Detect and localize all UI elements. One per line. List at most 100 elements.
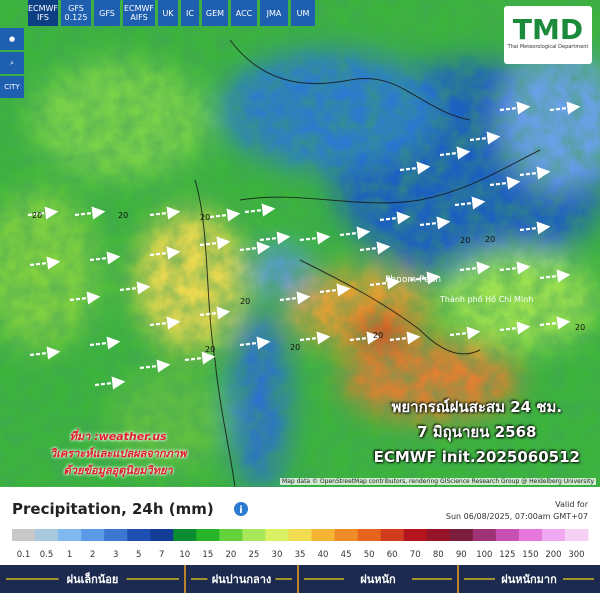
contour-label: 20	[200, 213, 210, 222]
model-button[interactable]: JMA	[260, 0, 288, 26]
model-button[interactable]: UK	[158, 0, 178, 26]
scale-swatch	[219, 529, 243, 541]
scale-label: 0.5	[40, 550, 54, 560]
side-tools: ● ⌕ CITY	[0, 28, 24, 100]
wind-arrow	[319, 283, 351, 297]
scale-swatch	[81, 529, 105, 541]
scale-label: 40	[318, 550, 329, 560]
wind-arrow	[539, 269, 571, 283]
contour-label: 20	[575, 323, 585, 332]
wind-arrow	[454, 196, 486, 210]
model-button[interactable]: ECMWF AIFS	[123, 0, 155, 26]
scale-label: 30	[272, 550, 283, 560]
model-button[interactable]: GFS 0.125	[61, 0, 91, 26]
wind-arrow	[409, 271, 441, 285]
label-bg	[207, 570, 276, 588]
logo-subtitle: Thai Meteorological Department	[507, 44, 589, 50]
model-button[interactable]: ACC	[231, 0, 257, 26]
wind-arrow	[499, 321, 531, 335]
scale-swatch	[403, 529, 428, 541]
wind-arrow	[139, 359, 171, 373]
map: 20 20 20 20 20 20 20 20 20 20 Phnom Penh Thành ph…	[0, 0, 600, 487]
wind-arrow	[239, 336, 271, 350]
wind-arrow	[489, 176, 521, 190]
model-button[interactable]: GEM	[202, 0, 228, 26]
scale-swatch	[495, 529, 520, 541]
scale-swatch	[449, 529, 474, 541]
scale-label: 25	[249, 550, 260, 560]
label-bg	[344, 570, 412, 588]
title-line: ECMWF init.2025060512	[373, 448, 580, 466]
label-bg	[58, 570, 127, 588]
wind-arrow	[519, 166, 551, 180]
category-label: ฝนปานกลาง	[212, 573, 272, 586]
category-label: ฝนหนักมาก	[501, 573, 557, 586]
info-glyph: i	[239, 505, 242, 516]
scale-swatch	[265, 529, 289, 541]
legend-title: Precipitation, 24h (mm)	[12, 500, 214, 518]
scale-label: 1	[67, 550, 72, 560]
attribution: Map data © OpenStreetMap contributors, r…	[280, 478, 596, 485]
scale-swatch	[357, 529, 382, 541]
info-icon[interactable]	[234, 502, 248, 516]
title-line: 7 มิถุนายน 2568	[417, 423, 537, 441]
scale-label: 125	[499, 550, 515, 560]
model-button[interactable]: UM	[291, 0, 315, 26]
wind-arrow	[209, 208, 241, 222]
wind-arrow	[379, 211, 411, 225]
title-line: พยากรณ์ฝนสะสม 24 ชม.	[391, 398, 563, 416]
wind-arrow	[89, 336, 121, 350]
wind-arrow	[149, 206, 181, 220]
scale-label: 45	[341, 550, 352, 560]
location-button[interactable]: ●	[0, 28, 24, 50]
scale-swatch	[12, 529, 36, 541]
wind-arrow	[29, 256, 61, 270]
contour-label: 20	[290, 343, 300, 352]
wind-arrow	[339, 226, 371, 240]
wind-arrow	[94, 376, 126, 390]
wind-arrow	[459, 261, 491, 275]
wind-arrow	[199, 236, 231, 250]
scale-label: 10	[179, 550, 190, 560]
model-toolbar: ECMWF IFS GFS 0.125 GFS ECMWF AIFS UK IC GEM AC…	[28, 0, 315, 26]
wind-arrow	[89, 251, 121, 265]
scale-swatch	[242, 529, 266, 541]
wind-arrow	[279, 291, 311, 305]
city-button[interactable]: CITY	[0, 76, 24, 98]
credit-line: ที่มา :weather.us	[69, 430, 167, 443]
legend: Precipitation, 24h (mm) i Valid for Sun …	[12, 500, 589, 560]
scale-label: 20	[225, 550, 236, 560]
wind-arrow	[27, 206, 59, 220]
scale-label: 50	[364, 550, 375, 560]
contour-label: 20	[240, 297, 250, 306]
scale-swatch	[35, 529, 59, 541]
scale-swatch	[564, 529, 589, 541]
scale-label: 200	[545, 550, 561, 560]
scale-label: 2	[90, 550, 95, 560]
scale-swatch	[472, 529, 497, 541]
scale-label: 15	[202, 550, 213, 560]
model-button[interactable]: IC	[181, 0, 199, 26]
scale-label: 90	[456, 550, 467, 560]
forecast-title: พยากรณ์ฝนสะสม 24 ชม. 7 มิถุนายน 2568 ECMWF…	[374, 395, 580, 470]
wind-arrow	[499, 261, 531, 275]
wind-arrow	[119, 281, 151, 295]
logo: TMD Thai Meteorological Department	[504, 6, 592, 64]
credit-line: วิเคราะห์และแปลผลจากภาพ	[50, 447, 187, 460]
wind-arrow	[349, 331, 381, 345]
wind-arrow	[74, 206, 106, 220]
valid-time: Sun 06/08/2025, 07:00am GMT+07	[446, 512, 588, 521]
scale-swatch	[426, 529, 451, 541]
scale-label: 35	[295, 550, 306, 560]
zoom-button[interactable]: ⌕	[0, 52, 24, 74]
wind-arrow	[469, 131, 501, 145]
model-button[interactable]: GFS	[94, 0, 120, 26]
scale-label: 70	[410, 550, 421, 560]
contour-label: 20	[373, 331, 383, 340]
credit-line: ด้วยข้อมูลอุตุนิยมวิทยา	[63, 464, 173, 477]
wind-arrow	[399, 161, 431, 175]
wind-arrow	[519, 221, 551, 235]
place-label: Thành phố Hồ Chí Minh	[439, 294, 533, 304]
model-button[interactable]: ECMWF IFS	[28, 0, 58, 26]
